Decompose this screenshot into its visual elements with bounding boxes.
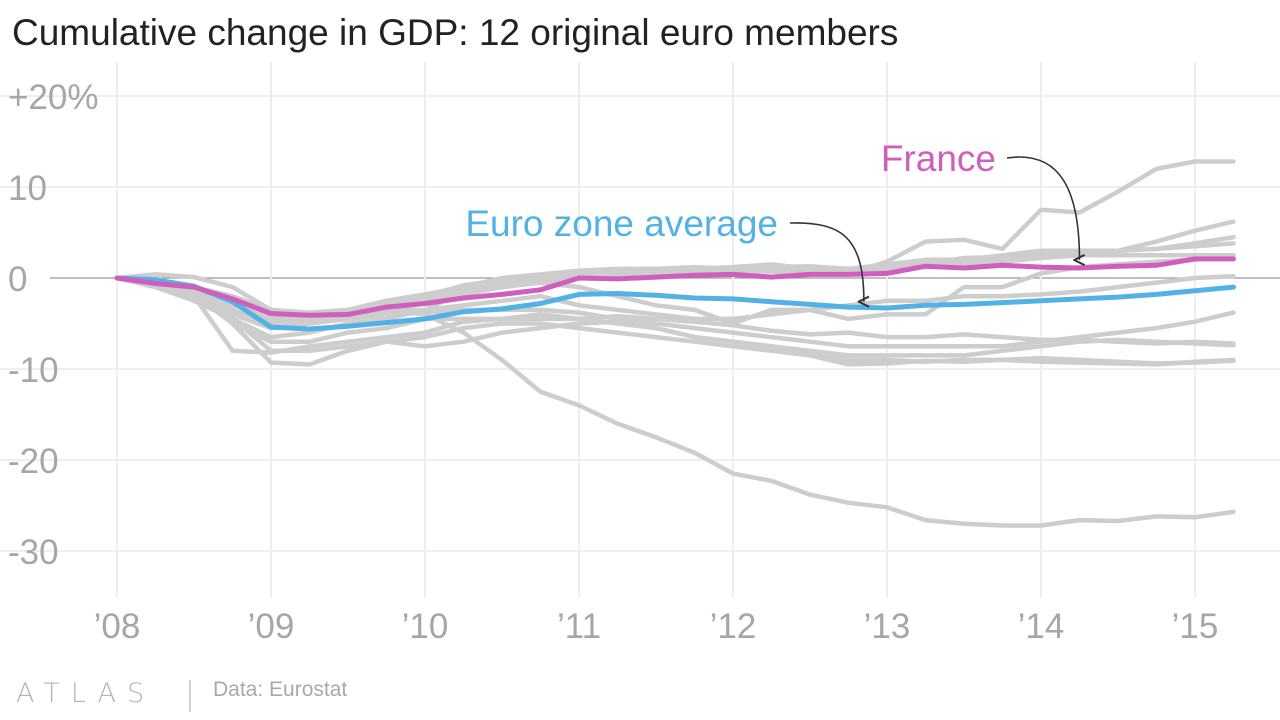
x-tick-label: ’13 <box>864 607 911 646</box>
y-axis-tick-labels: +20% 10 0 -10 -20 -30 <box>8 78 99 572</box>
y-tick-label: 0 <box>8 260 27 299</box>
country-line <box>114 275 1236 367</box>
x-tick-label: ’09 <box>248 607 295 646</box>
y-tick-label: -10 <box>8 351 59 390</box>
y-tick-label: +20% <box>8 78 99 117</box>
france-line <box>114 256 1236 318</box>
other-country-lines <box>114 159 1236 528</box>
footer-divider <box>189 680 191 712</box>
x-tick-label: ’15 <box>1172 607 1219 646</box>
euro-average-line <box>114 275 1236 332</box>
line-chart: +20% 10 0 -10 -20 -30 ’08 ’09 ’10 ’11 ’12 ’13 ’14 ’1… <box>0 62 1280 646</box>
euro-average-label: Euro zone average <box>465 203 778 244</box>
x-tick-label: ’11 <box>557 607 601 646</box>
atlas-logo: ATLAS <box>16 678 156 709</box>
x-tick-label: ’14 <box>1018 607 1065 646</box>
country-line <box>114 273 1236 340</box>
x-tick-label: ’12 <box>710 607 757 646</box>
chart-title: Cumulative change in GDP: 12 original eu… <box>12 12 899 53</box>
data-source: Data: Eurostat <box>213 678 348 701</box>
euro-average-arrow <box>789 222 864 302</box>
france-arrow <box>1006 156 1080 260</box>
country-line <box>114 275 1236 358</box>
y-tick-label: -20 <box>8 442 59 481</box>
highlighted-lines <box>114 256 1236 332</box>
footer: ATLAS Data: Eurostat <box>0 668 600 712</box>
gridlines <box>0 62 1280 598</box>
y-tick-label: -30 <box>8 533 59 572</box>
annotations: France Euro zone average <box>465 138 1079 302</box>
x-tick-label: ’10 <box>402 607 449 646</box>
france-label: France <box>881 138 996 179</box>
x-axis-tick-labels: ’08 ’09 ’10 ’11 ’12 ’13 ’14 ’15 <box>94 607 1219 646</box>
y-tick-label: 10 <box>8 169 47 208</box>
x-tick-label: ’08 <box>94 607 141 646</box>
country-line <box>114 234 1236 324</box>
country-line <box>114 275 1236 355</box>
